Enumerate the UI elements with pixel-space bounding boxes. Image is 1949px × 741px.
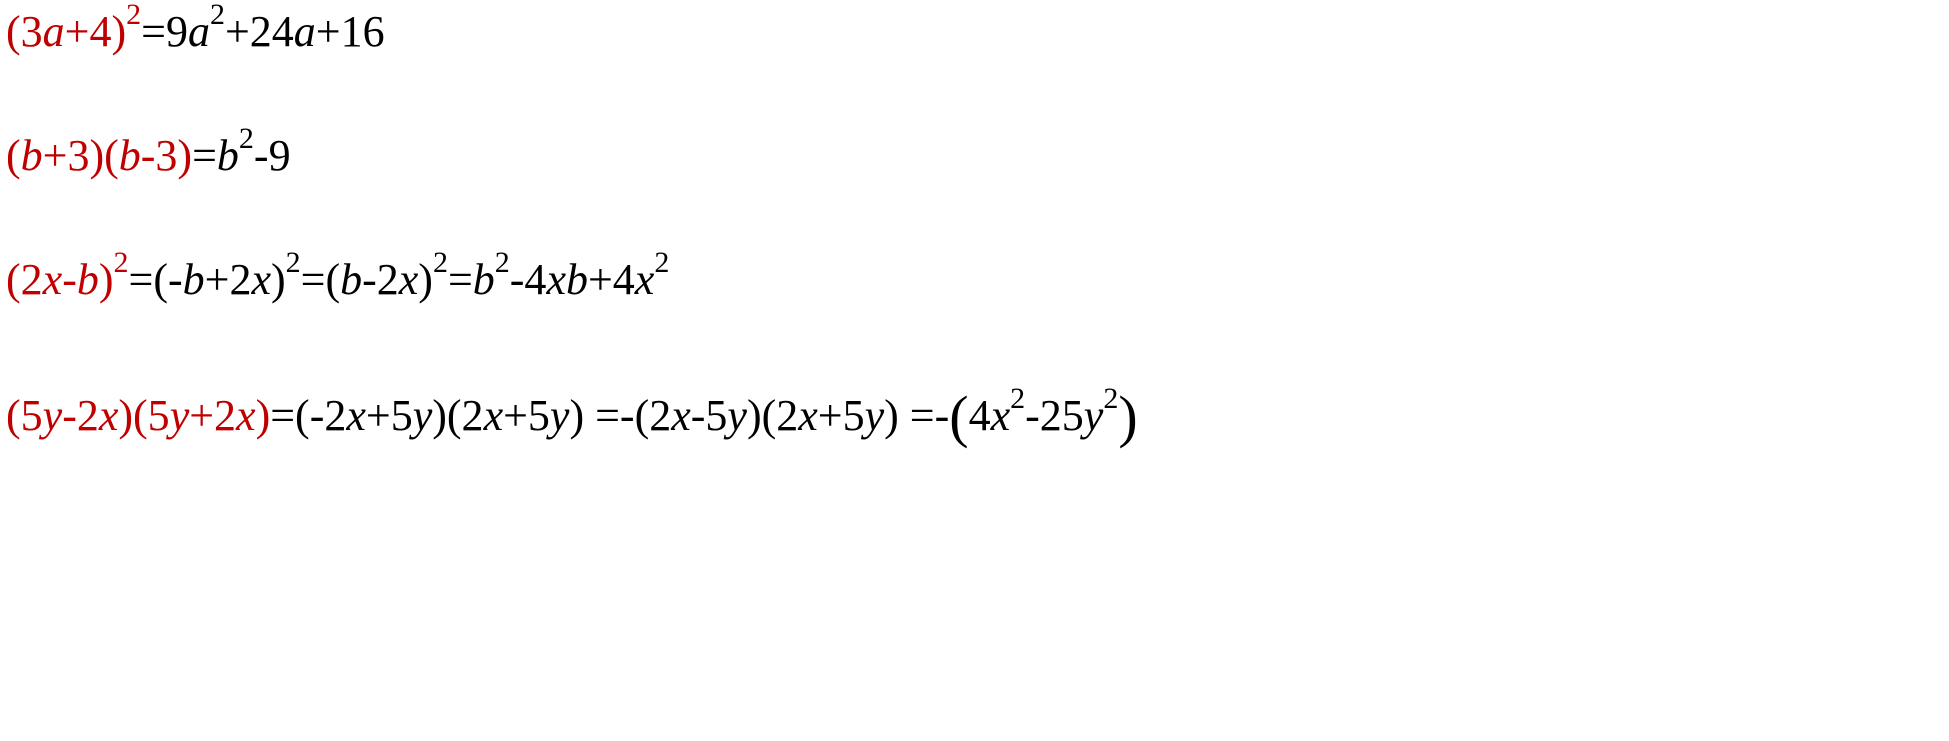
eq-3-seg-27: 2 [654, 248, 669, 278]
eq-3-seg-4: b [77, 258, 99, 302]
eq-3-seg-15: -2 [362, 258, 399, 302]
eq-4-seg-24: +5 [818, 394, 865, 438]
eq-4-seg-14: )(2 [432, 394, 483, 438]
eq-4-seg-20: -5 [691, 394, 728, 438]
eq-3-seg-21: 2 [495, 248, 510, 278]
eq-3-seg-9: +2 [205, 258, 252, 302]
eq-1-seg-1: (3 [6, 10, 43, 54]
eq-1-seg-8: +24 [225, 10, 294, 54]
eq-1-seg-3: +4) [65, 10, 126, 54]
eq-3-seg-2: x [43, 258, 63, 302]
eq-4-seg-27: ( [949, 388, 968, 446]
eq-4-seg-10: =(-2 [270, 394, 346, 438]
eq-3-seg-16: x [399, 258, 419, 302]
eq-4-seg-28: 4 [969, 394, 991, 438]
eq-4-seg-3: -2 [62, 394, 99, 438]
eq-4-seg-1: (5 [6, 394, 43, 438]
eq-3-seg-7: =(- [129, 258, 183, 302]
eq-4-seg-5: )(5 [118, 394, 169, 438]
eq-4-seg-29: x [991, 394, 1011, 438]
eq-4-seg-23: x [798, 394, 818, 438]
eq-4-seg-25: y [865, 394, 885, 438]
eq-4-seg-12: +5 [366, 394, 413, 438]
eq-4-seg-13: y [413, 394, 433, 438]
eq-3-seg-11: ) [271, 258, 286, 302]
eq-3-seg-10: x [251, 258, 271, 302]
eq-4-seg-9: ) [256, 394, 271, 438]
eq-2-seg-5: -3) [141, 134, 192, 178]
eq-2-seg-4: b [119, 134, 141, 178]
eq-2-seg-9: -9 [254, 134, 291, 178]
eq-4-seg-17: y [550, 394, 570, 438]
eq-4-seg-16: +5 [503, 394, 550, 438]
eq-3-seg-26: x [635, 258, 655, 302]
eq-4-seg-11: x [346, 394, 366, 438]
eq-4-seg-2: y [43, 394, 63, 438]
eq-4-seg-18: ) =-(2 [569, 394, 671, 438]
eq-4-seg-8: x [236, 394, 256, 438]
eq-4-seg-19: x [671, 394, 691, 438]
equation-row-1: (3a+4)2 =9a2+24a+16 [6, 10, 1949, 54]
eq-4-seg-4: x [99, 394, 119, 438]
eq-3-seg-17: ) [418, 258, 433, 302]
equation-row-3: (2x-b)2 =(-b+2x)2 =(b-2x)2 =b2-4xb+4x2 [6, 258, 1949, 302]
eq-3-seg-8: b [183, 258, 205, 302]
eq-4-seg-33: 2 [1103, 384, 1118, 414]
eq-3-seg-6: 2 [114, 248, 129, 278]
eq-4-seg-32: y [1084, 394, 1104, 438]
eq-3-seg-13: =( [301, 258, 340, 302]
eq-3-seg-1: (2 [6, 258, 43, 302]
eq-3-seg-25: +4 [588, 258, 635, 302]
eq-3-seg-3: - [62, 258, 77, 302]
eq-2-seg-7: b [217, 134, 239, 178]
eq-1-seg-10: +16 [316, 10, 385, 54]
eq-4-seg-21: y [727, 394, 747, 438]
eq-1-seg-9: a [294, 10, 316, 54]
eq-3-seg-22: -4 [510, 258, 547, 302]
math-page: (3a+4)2 =9a2+24a+16(b+3)(b-3) =b2-9(2x-b… [0, 0, 1949, 741]
eq-1-seg-7: 2 [210, 0, 225, 30]
equation-row-2: (b+3)(b-3) =b2-9 [6, 134, 1949, 178]
eq-3-seg-23: x [546, 258, 566, 302]
eq-3-seg-14: b [340, 258, 362, 302]
eq-3-seg-12: 2 [286, 248, 301, 278]
eq-1-seg-4: 2 [126, 0, 141, 30]
eq-4-seg-6: y [170, 394, 190, 438]
eq-2-seg-3: +3)( [43, 134, 119, 178]
eq-3-seg-5: ) [99, 258, 114, 302]
equation-row-4: (5y-2x)(5y+2x) =(-2x+5y)(2x+5y) =-(2x-5y… [6, 382, 1949, 440]
eq-2-seg-2: b [21, 134, 43, 178]
eq-3-seg-20: b [473, 258, 495, 302]
eq-3-seg-24: b [566, 258, 588, 302]
eq-3-seg-19: = [448, 258, 473, 302]
eq-4-seg-7: +2 [189, 394, 236, 438]
eq-1-seg-6: a [188, 10, 210, 54]
eq-1-seg-5: =9 [141, 10, 188, 54]
eq-4-seg-34: ) [1118, 388, 1137, 446]
eq-2-seg-8: 2 [239, 124, 254, 154]
eq-3-seg-18: 2 [433, 248, 448, 278]
eq-4-seg-31: -25 [1025, 394, 1084, 438]
eq-1-seg-2: a [43, 10, 65, 54]
eq-4-seg-26: ) =- [884, 394, 949, 438]
eq-2-seg-6: = [192, 134, 217, 178]
eq-4-seg-30: 2 [1010, 384, 1025, 414]
eq-2-seg-1: ( [6, 134, 21, 178]
eq-4-seg-22: )(2 [747, 394, 798, 438]
eq-4-seg-15: x [484, 394, 504, 438]
